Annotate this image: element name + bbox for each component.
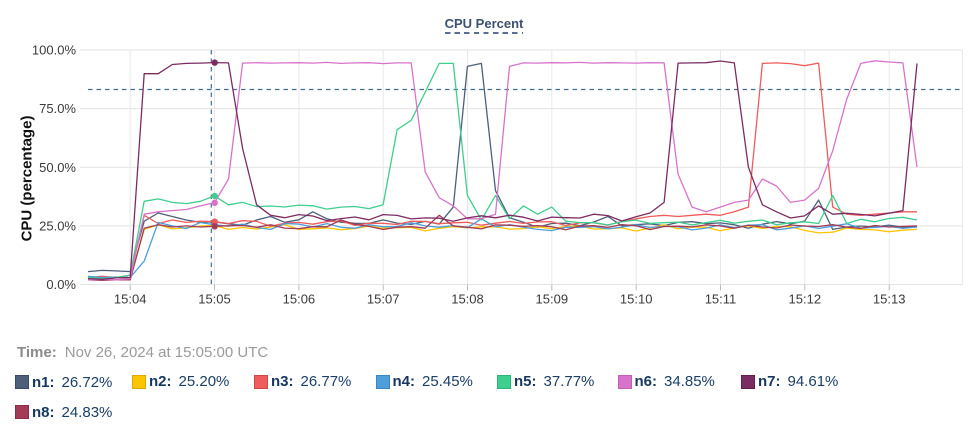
svg-text:25.0%: 25.0% bbox=[39, 219, 76, 234]
svg-text:100.0%: 100.0% bbox=[32, 43, 77, 58]
svg-text:15:08: 15:08 bbox=[451, 292, 484, 307]
svg-text:CPU (percentage): CPU (percentage) bbox=[19, 116, 36, 242]
svg-text:15:06: 15:06 bbox=[283, 292, 316, 307]
svg-text:15:10: 15:10 bbox=[620, 292, 653, 307]
svg-text:15:04: 15:04 bbox=[114, 292, 147, 307]
svg-text:15:11: 15:11 bbox=[705, 292, 737, 307]
svg-text:15:13: 15:13 bbox=[873, 292, 906, 307]
svg-text:15:07: 15:07 bbox=[367, 292, 400, 307]
svg-text:0.0%: 0.0% bbox=[46, 277, 76, 292]
svg-text:50.0%: 50.0% bbox=[39, 160, 76, 175]
svg-text:15:05: 15:05 bbox=[198, 292, 231, 307]
svg-text:15:09: 15:09 bbox=[536, 292, 569, 307]
svg-text:15:12: 15:12 bbox=[789, 292, 822, 307]
svg-text:75.0%: 75.0% bbox=[39, 101, 76, 116]
